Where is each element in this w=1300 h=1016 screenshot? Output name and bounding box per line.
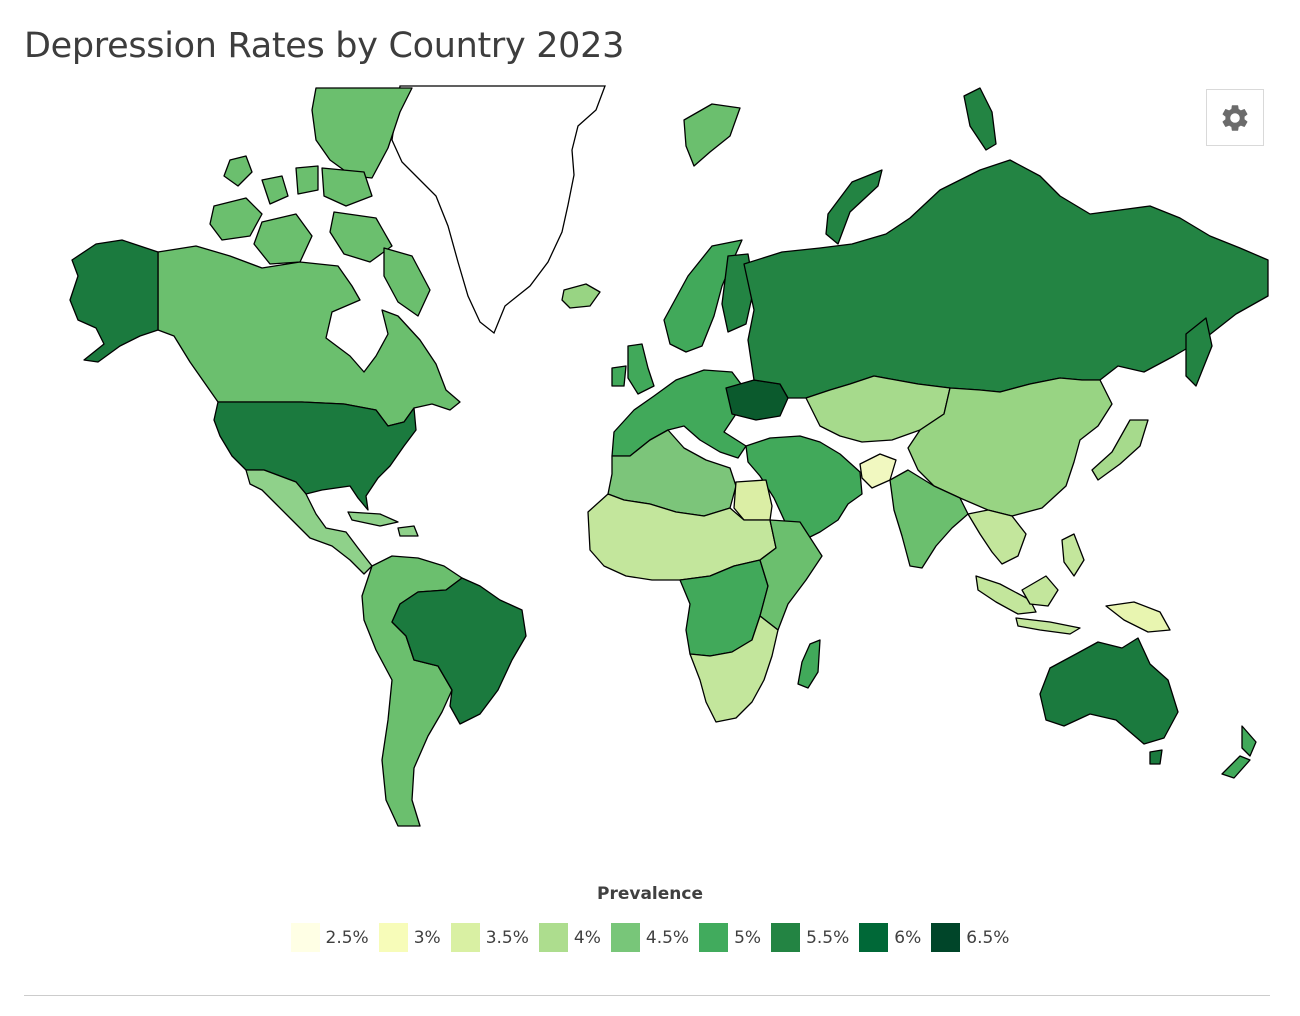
region-russia[interactable] <box>963 87 997 151</box>
legend-item[interactable]: 6% <box>859 923 921 952</box>
region-caribbean[interactable] <box>347 511 399 527</box>
region-arctic-islands[interactable] <box>209 197 263 241</box>
legend-swatch <box>450 923 480 952</box>
legend-label: 5% <box>734 927 762 948</box>
legend-label: 6% <box>894 927 922 948</box>
region-iceland[interactable] <box>561 283 601 309</box>
region-arctic-islands[interactable] <box>683 103 741 167</box>
region-arctic-islands[interactable] <box>295 165 319 195</box>
region-arctic-islands[interactable] <box>223 155 253 187</box>
legend-label: 5.5% <box>806 927 850 948</box>
region-india[interactable] <box>889 469 969 569</box>
region-southern-africa[interactable] <box>689 615 779 723</box>
region-arctic-islands[interactable] <box>253 213 313 265</box>
region-southeast-asia[interactable] <box>975 575 1037 615</box>
region-arctic-islands[interactable] <box>321 167 373 207</box>
region-southeast-asia[interactable] <box>967 509 1027 565</box>
legend-swatch <box>610 923 640 952</box>
region-southeast-asia[interactable] <box>1061 533 1085 577</box>
page-title: Depression Rates by Country 2023 <box>24 26 625 66</box>
region-ukraine[interactable] <box>725 379 789 421</box>
legend-items: 2.5% 3% 3.5% 4% 4.5% 5% 5.5% 6% 6.5% <box>0 923 1300 952</box>
region-europe[interactable] <box>627 343 655 395</box>
divider <box>24 995 1270 996</box>
legend-label: 2.5% <box>325 927 369 948</box>
region-southeast-asia[interactable] <box>1021 575 1059 607</box>
legend-item[interactable]: 3% <box>378 923 441 952</box>
region-papua-new-guinea[interactable] <box>1105 601 1171 633</box>
legend-swatch <box>538 923 568 952</box>
legend-swatch <box>699 923 729 952</box>
legend-label: 3% <box>413 927 441 948</box>
legend-item[interactable]: 5% <box>699 923 761 952</box>
region-arctic-islands[interactable] <box>383 247 431 317</box>
legend-label: 4% <box>573 927 601 948</box>
region-china[interactable] <box>907 377 1113 517</box>
region-new-zealand[interactable] <box>1221 755 1251 779</box>
region-brazil[interactable] <box>391 577 527 725</box>
map-legend: Prevalence 2.5% 3% 3.5% 4% 4.5% 5% 5.5% … <box>0 884 1300 952</box>
region-arctic-islands[interactable] <box>261 175 289 205</box>
legend-item[interactable]: 4.5% <box>610 923 690 952</box>
legend-item[interactable]: 5.5% <box>771 923 849 952</box>
region-caribbean[interactable] <box>397 525 419 537</box>
region-russia[interactable] <box>1185 317 1213 387</box>
region-australia[interactable] <box>1149 749 1163 765</box>
legend-swatch <box>771 923 801 952</box>
legend-item[interactable]: 4% <box>538 923 601 952</box>
region-russia[interactable] <box>825 169 883 245</box>
world-map[interactable] <box>24 84 1270 844</box>
region-greenland[interactable] <box>391 85 606 335</box>
region-alaska[interactable] <box>69 239 159 363</box>
legend-item[interactable]: 2.5% <box>290 923 369 952</box>
legend-item[interactable]: 3.5% <box>450 923 529 952</box>
legend-title: Prevalence <box>597 884 703 904</box>
region-new-zealand[interactable] <box>1241 725 1257 757</box>
legend-swatch <box>378 923 408 952</box>
legend-swatch <box>290 923 320 952</box>
legend-label: 4.5% <box>645 927 690 948</box>
region-japan[interactable] <box>1091 419 1149 481</box>
region-australia[interactable] <box>1039 637 1179 745</box>
legend-swatch <box>931 923 961 952</box>
region-scandinavia[interactable] <box>663 239 743 353</box>
legend-label: 3.5% <box>485 927 529 948</box>
settings-button[interactable] <box>1206 89 1264 146</box>
region-southeast-asia[interactable] <box>1015 617 1081 635</box>
region-madagascar[interactable] <box>797 639 821 689</box>
gear-icon <box>1222 104 1248 131</box>
legend-label: 6.5% <box>966 927 1010 948</box>
legend-swatch <box>859 923 889 952</box>
region-europe[interactable] <box>611 365 627 387</box>
legend-item[interactable]: 6.5% <box>931 923 1009 952</box>
region-arctic-islands[interactable] <box>329 211 393 263</box>
region-egypt[interactable] <box>733 479 773 521</box>
